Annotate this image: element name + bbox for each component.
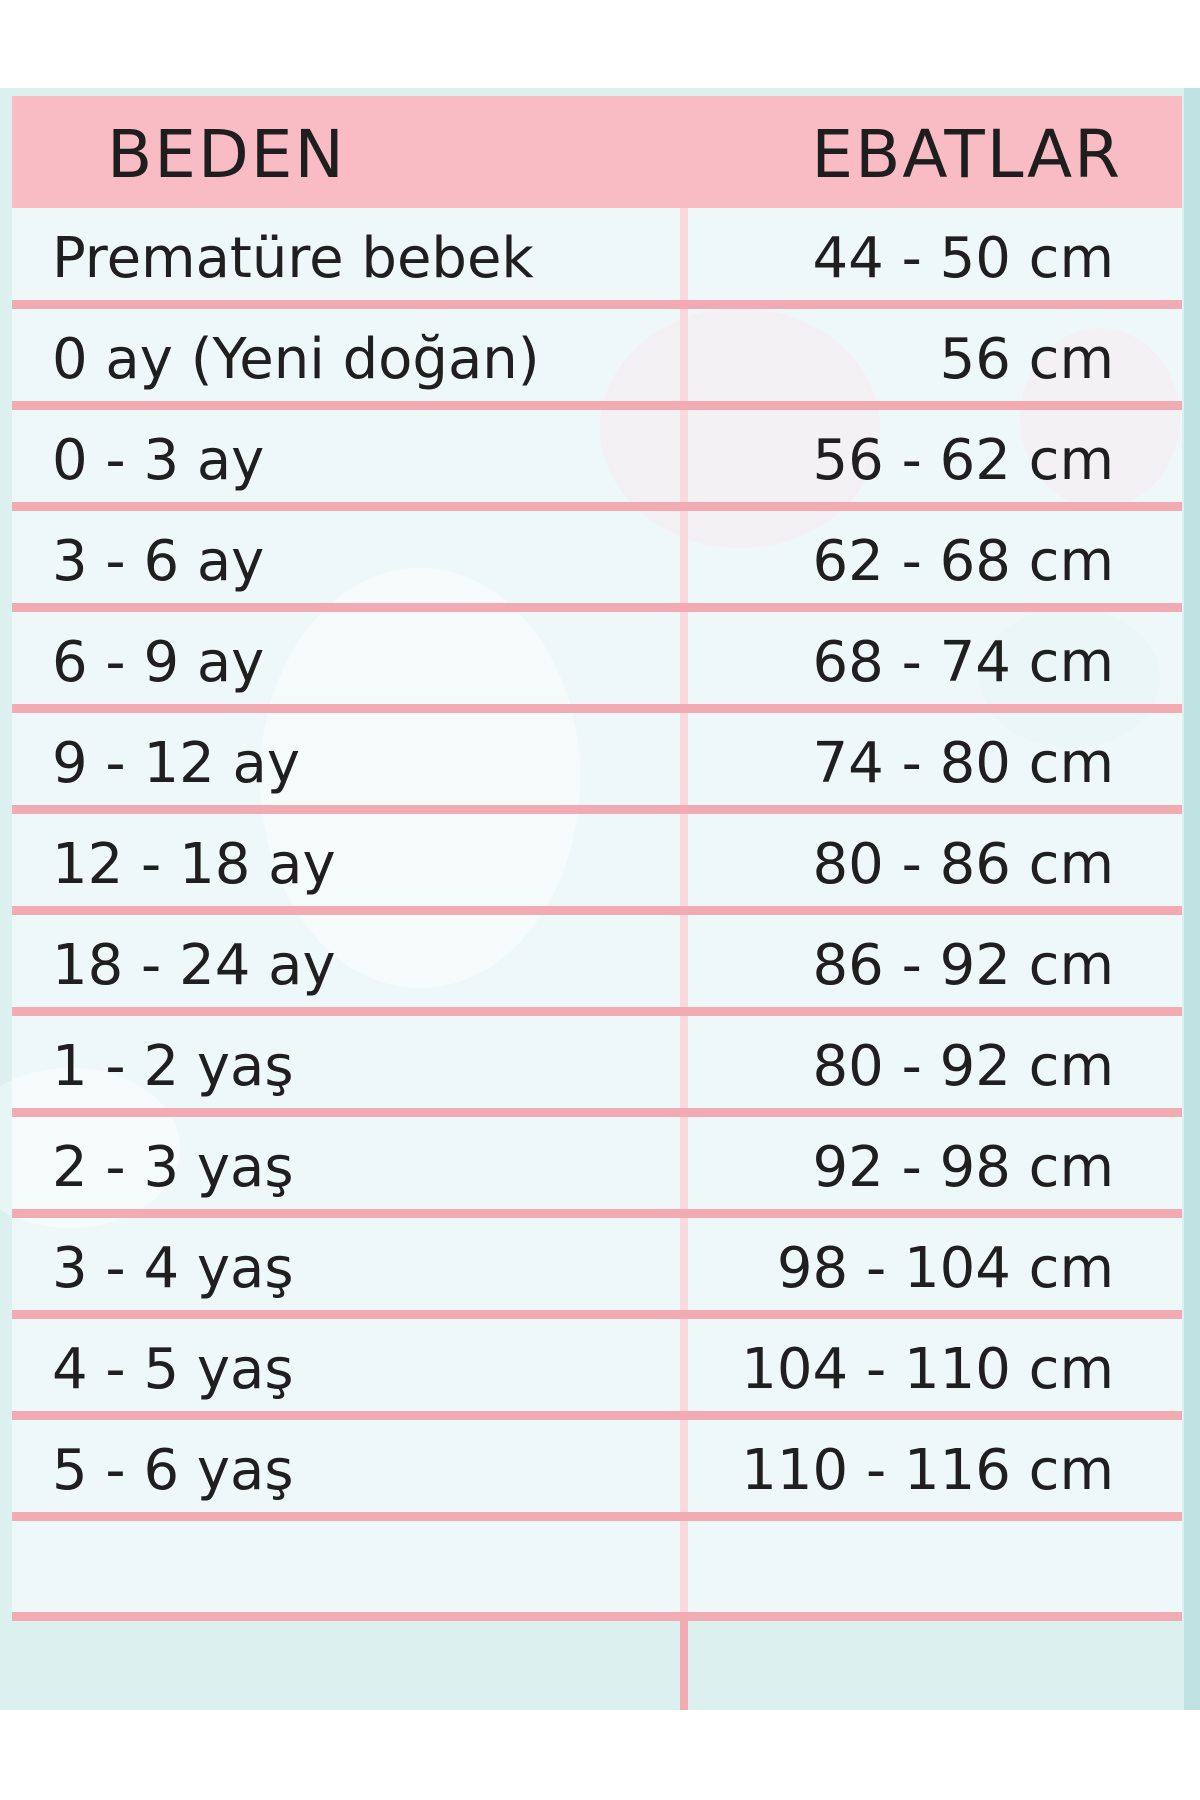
column-header-dimensions: EBATLAR bbox=[811, 116, 1122, 193]
dimension-cell: 86 - 92 cm bbox=[812, 933, 1114, 998]
size-cell: 9 - 12 ay bbox=[52, 731, 300, 796]
size-cell: 1 - 2 yaş bbox=[52, 1034, 294, 1099]
table-row: 9 - 12 ay 74 - 80 cm bbox=[12, 713, 1182, 814]
size-cell: 4 - 5 yaş bbox=[52, 1337, 294, 1402]
table-row: 2 - 3 yaş 92 - 98 cm bbox=[12, 1117, 1182, 1218]
dimension-cell: 56 cm bbox=[939, 327, 1114, 392]
table-row: 0 ay (Yeni doğan) 56 cm bbox=[12, 309, 1182, 410]
size-cell: 12 - 18 ay bbox=[52, 832, 336, 897]
dimension-cell: 80 - 86 cm bbox=[812, 832, 1114, 897]
right-border-strip bbox=[1184, 88, 1200, 1710]
dimension-cell: 98 - 104 cm bbox=[776, 1236, 1114, 1301]
size-cell: 3 - 4 yaş bbox=[52, 1236, 294, 1301]
size-chart: BEDEN EBATLAR Prematüre bebek 44 - 50 cm… bbox=[0, 88, 1200, 1710]
size-cell: 0 - 3 ay bbox=[52, 428, 265, 493]
size-cell: 0 ay (Yeni doğan) bbox=[52, 327, 540, 392]
size-cell: 18 - 24 ay bbox=[52, 933, 336, 998]
size-cell: 2 - 3 yaş bbox=[52, 1135, 294, 1200]
table-row: 1 - 2 yaş 80 - 92 cm bbox=[12, 1016, 1182, 1117]
dimension-cell: 68 - 74 cm bbox=[812, 630, 1114, 695]
table-row: 12 - 18 ay 80 - 86 cm bbox=[12, 814, 1182, 915]
table-row: 4 - 5 yaş 104 - 110 cm bbox=[12, 1319, 1182, 1420]
table-header: BEDEN EBATLAR bbox=[12, 96, 1182, 208]
table-row: 3 - 6 ay 62 - 68 cm bbox=[12, 511, 1182, 612]
table-row: 18 - 24 ay 86 - 92 cm bbox=[12, 915, 1182, 1016]
table-row: Prematüre bebek 44 - 50 cm bbox=[12, 208, 1182, 309]
dimension-cell: 62 - 68 cm bbox=[812, 529, 1114, 594]
dimension-cell: 110 - 116 cm bbox=[741, 1438, 1114, 1503]
dimension-cell: 56 - 62 cm bbox=[812, 428, 1114, 493]
size-cell: 6 - 9 ay bbox=[52, 630, 265, 695]
table-row: 6 - 9 ay 68 - 74 cm bbox=[12, 612, 1182, 713]
column-header-size: BEDEN bbox=[107, 116, 346, 193]
dimension-cell: 44 - 50 cm bbox=[812, 226, 1114, 291]
table-row: 5 - 6 yaş 110 - 116 cm bbox=[12, 1420, 1182, 1521]
size-cell: Prematüre bebek bbox=[52, 226, 534, 291]
table-row-empty bbox=[12, 1521, 1182, 1621]
dimension-cell: 80 - 92 cm bbox=[812, 1034, 1114, 1099]
table-body: Prematüre bebek 44 - 50 cm 0 ay (Yeni do… bbox=[12, 208, 1182, 1621]
table-row: 3 - 4 yaş 98 - 104 cm bbox=[12, 1218, 1182, 1319]
dimension-cell: 92 - 98 cm bbox=[812, 1135, 1114, 1200]
table-row: 0 - 3 ay 56 - 62 cm bbox=[12, 410, 1182, 511]
size-cell: 3 - 6 ay bbox=[52, 529, 265, 594]
dimension-cell: 74 - 80 cm bbox=[812, 731, 1114, 796]
size-cell: 5 - 6 yaş bbox=[52, 1438, 294, 1503]
size-table: BEDEN EBATLAR Prematüre bebek 44 - 50 cm… bbox=[12, 96, 1182, 1710]
dimension-cell: 104 - 110 cm bbox=[741, 1337, 1114, 1402]
